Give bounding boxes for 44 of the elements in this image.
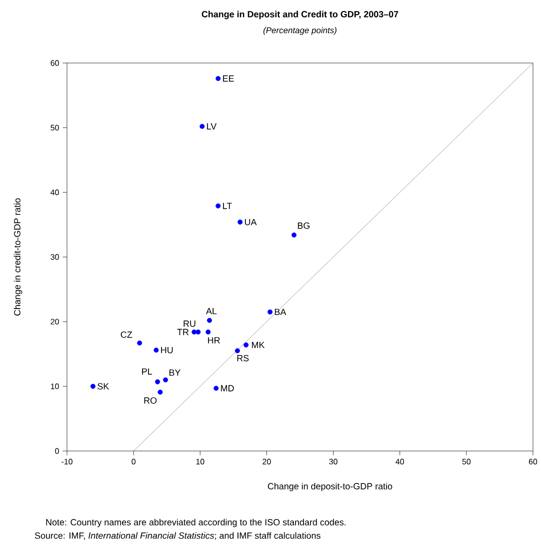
point	[207, 318, 212, 323]
point	[158, 390, 163, 395]
point	[155, 379, 160, 384]
chart-subtitle: (Percentage points)	[264, 27, 337, 35]
series-label: SK	[98, 383, 110, 390]
y-axis-title: Change in credit-to-GDP ratio	[14, 198, 22, 316]
point	[206, 330, 211, 335]
point	[216, 203, 221, 208]
series-label: LV	[207, 123, 217, 130]
series-label: EE	[223, 75, 234, 82]
point	[268, 309, 273, 314]
point	[238, 220, 243, 225]
point	[200, 124, 205, 129]
series-label: BY	[170, 370, 181, 376]
point	[235, 348, 240, 354]
point	[292, 232, 297, 238]
series-label: HR	[208, 337, 220, 344]
chart-title: Change in Deposit and Credit to GDP, 2003–07	[202, 10, 398, 20]
point	[244, 342, 249, 348]
series-label: MK	[252, 342, 265, 348]
text: Note: Country names are abbreviated according to the ISO standard codes.	[46, 518, 346, 528]
series-label: TR	[177, 328, 189, 336]
point	[196, 330, 201, 335]
series-label: RS	[237, 354, 249, 362]
series-label: HU	[161, 346, 173, 354]
series-label: MD	[221, 385, 234, 392]
point	[163, 377, 168, 382]
series-label: LT	[223, 202, 232, 209]
point	[137, 340, 142, 346]
series-label: UA	[245, 218, 257, 226]
point	[216, 76, 221, 82]
point	[154, 348, 159, 353]
series-label: RO	[144, 397, 157, 404]
point	[90, 384, 96, 389]
series-label: AL	[206, 308, 217, 314]
point	[192, 330, 197, 335]
x-axis-title: Change in deposit-to-GDP ratio	[268, 482, 392, 492]
series-label: BG	[298, 222, 310, 229]
source-note: Source: IMF, International Financial Statistics; and IMF staff calculations	[35, 532, 321, 540]
series-label: RU	[184, 320, 196, 327]
point	[214, 386, 219, 391]
series-label: CZ	[120, 331, 132, 338]
series-label: BA	[275, 308, 286, 316]
series-label: PL	[142, 368, 152, 375]
